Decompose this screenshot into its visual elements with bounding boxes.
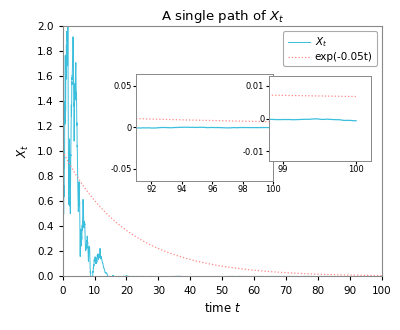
- exp(-0.05t): [380, 274, 384, 278]
- $X_t$: [60, 275, 65, 279]
- exp(-0.05t): [370, 274, 375, 278]
- Line: $X_t$: $X_t$: [63, 26, 382, 287]
- $X_t$: [123, 275, 128, 279]
- exp(-0.05t): [207, 262, 212, 266]
- exp(-0.05t): [76, 178, 81, 182]
- Title: A single path of $X_t$: A single path of $X_t$: [161, 8, 284, 25]
- $X_t$: [247, 275, 252, 279]
- $X_t$: [89, 285, 94, 289]
- exp(-0.05t): [370, 274, 375, 278]
- $X_t$: [280, 275, 285, 279]
- Line: exp(-0.05t): exp(-0.05t): [63, 151, 382, 276]
- $X_t$: [93, 257, 98, 261]
- $X_t$: [276, 275, 281, 279]
- $X_t$: [66, 24, 70, 28]
- exp(-0.05t): [216, 263, 220, 267]
- exp(-0.05t): [312, 272, 316, 276]
- X-axis label: time $t$: time $t$: [204, 301, 241, 315]
- exp(-0.05t): [60, 149, 65, 153]
- Legend: $X_t$, exp(-0.05t): $X_t$, exp(-0.05t): [283, 31, 377, 66]
- $X_t$: [364, 275, 369, 279]
- $X_t$: [380, 275, 384, 279]
- Y-axis label: $X_t$: $X_t$: [16, 144, 32, 158]
